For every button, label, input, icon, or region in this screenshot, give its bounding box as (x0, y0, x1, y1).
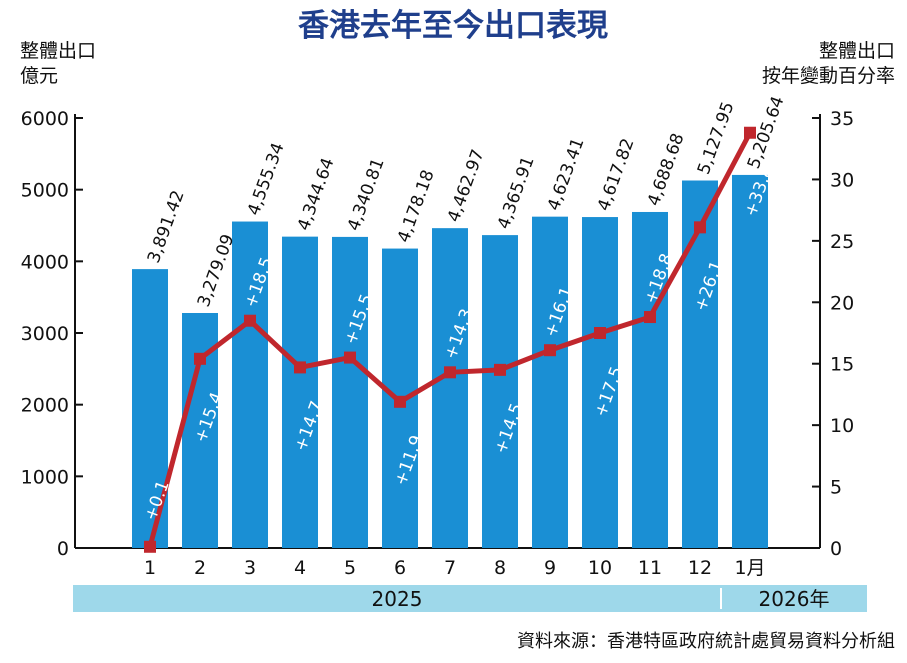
pct-point-marker (544, 344, 556, 357)
right-tick-label: 15 (830, 354, 854, 376)
x-tick-label: 7 (444, 557, 456, 579)
right-tick-label: 35 (830, 108, 854, 130)
pct-point-marker (694, 221, 706, 234)
bar-value-label: 4,623.41 (544, 135, 589, 213)
bar-value-label: 4,340.81 (344, 156, 389, 234)
right-tick-label: 5 (830, 477, 842, 499)
pct-point-marker (744, 126, 756, 139)
left-tick-label: 4000 (21, 251, 69, 273)
bar-value-label: 4,178.18 (394, 167, 439, 245)
x-tick-label: 9 (544, 557, 556, 579)
right-tick-label: 0 (830, 538, 842, 560)
x-tick-label: 1月 (734, 557, 765, 579)
pct-point-marker (644, 311, 656, 324)
bar-value-label: 4,555.34 (244, 140, 289, 218)
bar (232, 221, 268, 548)
bar (682, 180, 718, 548)
bar (482, 235, 518, 548)
pct-point-marker (444, 366, 456, 379)
pct-point-marker (494, 363, 506, 376)
year-band (73, 585, 867, 612)
x-tick-label: 11 (638, 557, 662, 579)
right-axis-title-line2: 按年變動百分率 (762, 65, 895, 87)
x-tick-label: 5 (344, 557, 356, 579)
left-tick-label: 2000 (21, 395, 69, 417)
line-layer (144, 126, 756, 553)
bar (732, 174, 768, 548)
year-label-2026: 2026年 (759, 587, 830, 611)
left-tick-label: 5000 (21, 180, 69, 202)
pct-point-marker (594, 327, 606, 339)
year-band-layer: 2025 2026年 (73, 585, 867, 612)
x-tick-label: 8 (494, 557, 506, 579)
pct-point-marker (294, 361, 306, 374)
left-axis-title-line2: 億元 (20, 65, 58, 87)
bar-value-label: 4,344.64 (294, 155, 339, 233)
pct-point-marker (194, 352, 206, 365)
source-note: 資料來源：香港特區政府統計處貿易資料分析組 (517, 631, 895, 652)
bar (582, 217, 618, 549)
year-label-2025: 2025 (372, 587, 423, 611)
bar (432, 228, 468, 549)
right-tick-label: 25 (830, 231, 854, 253)
x-tick-label: 10 (588, 557, 612, 579)
x-tick-label: 12 (688, 557, 712, 579)
bar (282, 236, 318, 548)
x-tick-label: 6 (394, 557, 406, 579)
x-tick-label: 3 (244, 557, 256, 579)
left-tick-label: 0 (57, 538, 69, 560)
right-axis-title-line1: 整體出口 (819, 40, 895, 62)
right-tick-label: 10 (830, 415, 854, 437)
pct-point-marker (244, 314, 256, 327)
left-tick-label: 1000 (21, 466, 69, 488)
x-axis-layer: 1 2 3 4 5 6 7 8 9 10 11 12 1月 (144, 557, 766, 579)
bar-value-label: 3,891.42 (144, 188, 189, 266)
left-axis-title-line1: 整體出口 (20, 40, 96, 62)
bar-value-label: 4,617.82 (594, 136, 639, 214)
chart-title: 香港去年至今出口表現 (298, 8, 608, 44)
bar-value-label: 4,462.97 (444, 147, 489, 225)
bar-value-label: 3,279.09 (194, 232, 239, 310)
bars-layer (132, 174, 768, 549)
x-tick-label: 1 (144, 557, 156, 579)
bar-value-label: 4,365.91 (494, 154, 539, 232)
left-tick-label: 6000 (21, 108, 69, 130)
left-tick-label: 3000 (21, 323, 69, 345)
pct-point-marker (144, 540, 156, 553)
right-tick-label: 20 (830, 292, 854, 314)
bar (532, 216, 568, 548)
pct-point-marker (344, 351, 356, 364)
bar (632, 211, 668, 548)
x-tick-label: 4 (294, 557, 306, 579)
right-tick-label: 30 (830, 169, 854, 191)
bar (332, 236, 368, 548)
bar-value-label: 4,688.68 (644, 131, 689, 209)
pct-point-marker (394, 395, 406, 408)
x-tick-label: 2 (194, 557, 206, 579)
